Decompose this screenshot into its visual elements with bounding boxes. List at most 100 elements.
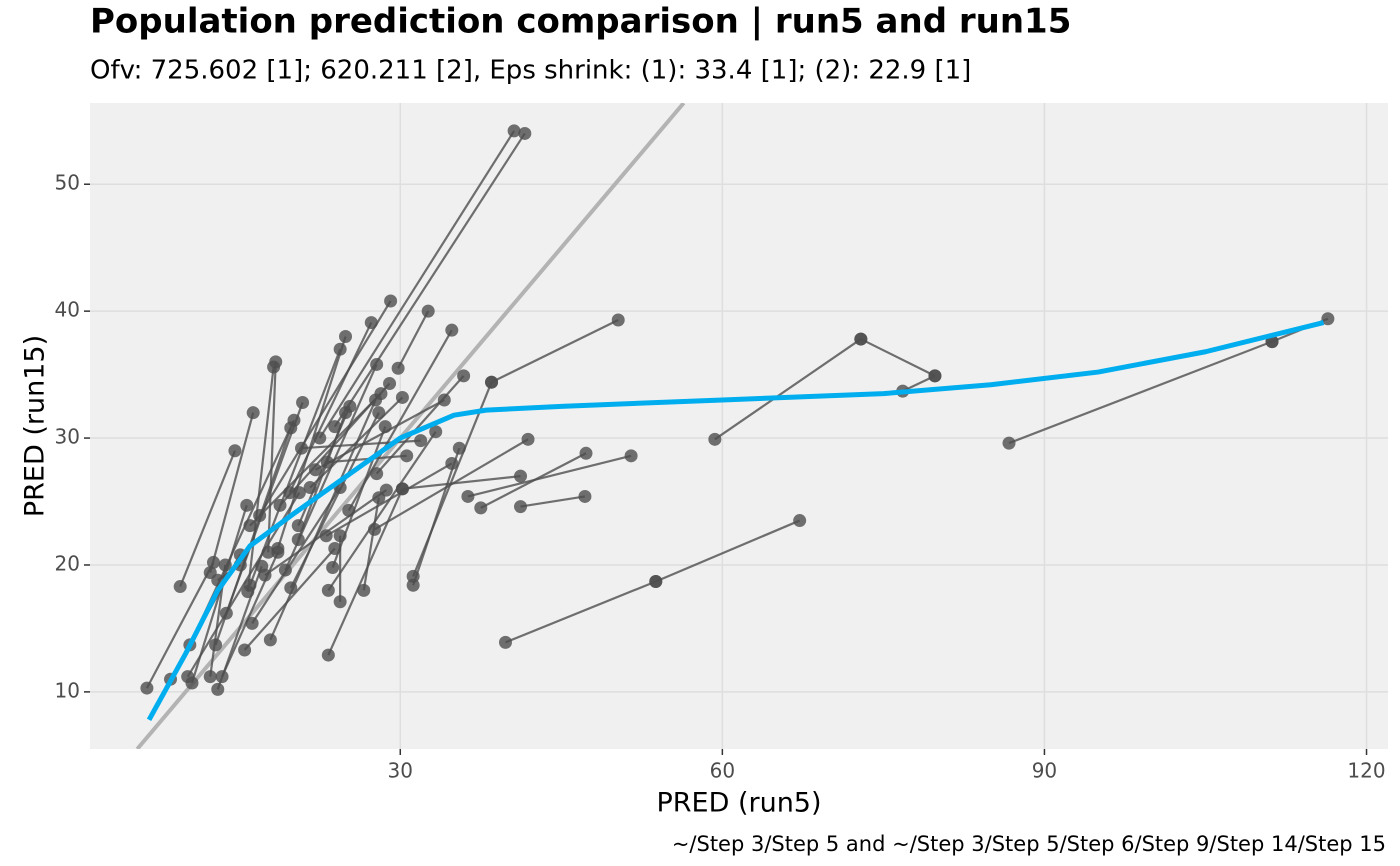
point [333,529,347,543]
pair-segment [288,322,373,494]
point [253,508,267,522]
point [429,425,443,439]
point [339,406,353,420]
pair-segment [179,450,236,587]
point [383,376,397,390]
point [406,569,420,583]
pair-segment [412,447,461,586]
point [292,486,306,500]
point [378,420,392,434]
point [328,541,342,555]
point [261,545,275,559]
point [291,533,305,547]
point [370,357,384,371]
pair-segment [209,412,255,573]
x-tick-label: 30 [388,759,413,783]
point [514,469,528,483]
point [579,446,593,460]
pair-segment [249,392,382,527]
pair-segment [248,348,342,586]
point [296,396,310,410]
point [238,643,252,657]
point [708,432,722,446]
x-tick-label: 60 [710,759,735,783]
point [245,616,259,630]
pair-segment [655,519,801,583]
point [333,595,347,609]
y-tick-label: 50 [55,171,80,195]
pair-segment [243,547,336,651]
pair-segment [190,504,248,684]
identity-line [135,103,686,749]
pair-segment [318,130,516,439]
pair-segment [327,488,404,656]
point [273,498,287,512]
point [391,361,405,375]
pair-segment [491,319,619,384]
point [507,124,521,138]
point [284,581,298,595]
point [611,313,625,327]
point [624,449,638,463]
point [461,489,475,503]
pair-segment [145,561,215,689]
point [271,545,285,559]
y-axis-title: PRED (run15) [20,335,51,517]
point [854,332,868,346]
point [793,514,807,528]
point [374,387,388,401]
pair-segment [505,580,657,644]
point [1321,312,1335,326]
point [372,406,386,420]
point [240,498,254,512]
point [1002,436,1016,450]
point [485,375,499,389]
point [140,681,154,695]
panel [90,103,1388,749]
pair-segment [276,336,347,549]
pair-segment [402,475,521,490]
smooth-line [146,320,1325,722]
point [339,330,353,344]
point [291,519,305,533]
point [649,574,663,588]
point [321,583,335,597]
point [295,441,309,455]
pair-segment [267,361,277,553]
pair-segment [297,412,347,540]
pair-segment [258,300,392,517]
point [395,482,409,496]
point [498,635,512,649]
point [578,489,592,503]
point [326,561,340,575]
point [445,323,459,337]
point [246,406,260,420]
point [185,676,199,690]
pair-segment [325,462,453,537]
y-tick-label: 30 [55,425,80,449]
point [206,555,220,569]
point [278,563,292,577]
point [437,393,451,407]
point [243,519,257,533]
grid [90,103,1388,749]
y-tick-label: 10 [55,678,80,702]
point [203,670,217,684]
point [308,463,322,477]
y-tick-label: 40 [55,298,80,322]
point [320,455,334,469]
pair-segment [467,454,632,498]
point [328,420,342,434]
point [379,483,393,497]
plot-area [135,103,1335,749]
point [258,568,272,582]
x-tick-label: 90 [1032,759,1057,783]
point [384,294,398,308]
point [395,390,409,404]
point [368,522,382,536]
chart-title: Population prediction comparison | run5 … [90,2,1071,42]
point [333,342,347,356]
point [370,467,384,481]
point [209,638,223,652]
